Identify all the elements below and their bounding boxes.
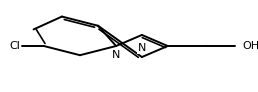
- Text: Cl: Cl: [9, 41, 20, 51]
- Text: N: N: [138, 43, 146, 53]
- Text: OH: OH: [243, 41, 258, 51]
- Text: N: N: [112, 50, 120, 60]
